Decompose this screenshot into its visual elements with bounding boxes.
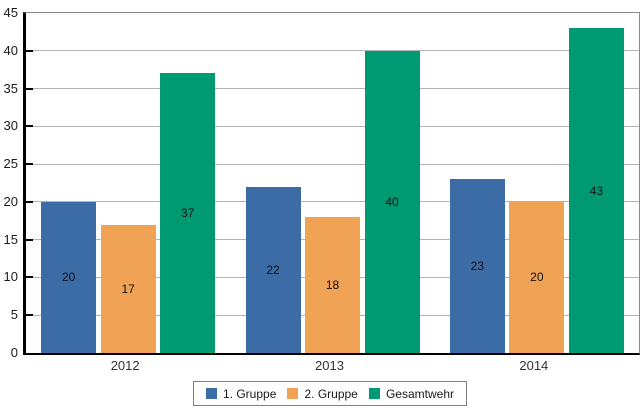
legend-entry-1-gruppe: 1. Gruppe xyxy=(206,387,276,401)
gridline-30 xyxy=(26,125,639,127)
bar-1-gruppe-2012: 20 xyxy=(41,201,97,353)
bar-gesamtwehr-2012: 37 xyxy=(160,73,216,353)
legend-label: 2. Gruppe xyxy=(304,386,358,401)
bar-value-label: 22 xyxy=(266,262,280,277)
gridline-35 xyxy=(26,88,639,90)
y-axis-label-10: 10 xyxy=(3,269,18,285)
plot-area: 20 17 37 22 18 40 23 20 43 xyxy=(23,12,640,355)
bar-1-gruppe-2013: 22 xyxy=(245,186,301,353)
x-axis-label-2014: 2014 xyxy=(519,358,549,373)
y-axis-label-35: 35 xyxy=(3,80,18,96)
y-axis-label-20: 20 xyxy=(3,193,18,209)
y-axis-label-30: 30 xyxy=(3,118,18,134)
legend-entry-2-gruppe: 2. Gruppe xyxy=(287,386,358,401)
bar-value-label: 23 xyxy=(470,259,484,274)
bar-value-label: 37 xyxy=(180,206,195,221)
y-axis-tick-5 xyxy=(26,314,33,317)
y-axis-label-25: 25 xyxy=(3,156,18,172)
bar-value-label: 20 xyxy=(61,270,76,285)
y-axis-tick-25 xyxy=(26,163,33,166)
gridline-20 xyxy=(26,201,639,203)
y-axis-tick-15 xyxy=(26,238,33,241)
legend-swatch-icon xyxy=(206,388,217,399)
legend-swatch-icon xyxy=(368,388,380,399)
legend-entry-gesamtwehr: Gesamtwehr xyxy=(368,386,454,401)
bar-2-gruppe-2014: 20 xyxy=(509,201,565,353)
legend-swatch-icon xyxy=(287,388,299,399)
bar-value-label: 17 xyxy=(121,281,135,296)
bar-value-label: 40 xyxy=(385,194,399,209)
x-axis-label-2012: 2012 xyxy=(110,358,140,373)
bar-value-label: 18 xyxy=(325,278,340,292)
y-axis-label-45: 45 xyxy=(3,5,18,20)
y-axis-tick-40 xyxy=(26,49,33,52)
gridline-25 xyxy=(26,163,639,165)
y-axis-label-0: 0 xyxy=(10,345,18,360)
x-axis-label-2013: 2013 xyxy=(315,358,344,373)
y-axis-label-40: 40 xyxy=(3,42,18,58)
y-axis-tick-30 xyxy=(26,125,33,128)
bar-gesamtwehr-2014: 43 xyxy=(568,28,624,353)
legend: 1. Gruppe 2. Gruppe Gesamtwehr xyxy=(193,381,467,406)
legend-label: Gesamtwehr xyxy=(385,386,454,401)
y-axis-tick-35 xyxy=(26,87,33,90)
bar-gesamtwehr-2013: 40 xyxy=(364,50,420,353)
bar-value-label: 43 xyxy=(589,183,603,198)
legend-label: 1. Gruppe xyxy=(223,386,277,401)
y-axis-tick-10 xyxy=(26,276,33,279)
y-axis-label-5: 5 xyxy=(10,307,18,323)
bar-1-gruppe-2014: 23 xyxy=(449,179,505,353)
gridline-40 xyxy=(26,50,639,52)
bar-value-label: 20 xyxy=(530,270,544,285)
y-axis-label-15: 15 xyxy=(3,231,18,247)
y-axis-tick-20 xyxy=(26,200,33,203)
bar-2-gruppe-2012: 17 xyxy=(100,224,156,353)
bar-2-gruppe-2013: 18 xyxy=(305,217,360,353)
